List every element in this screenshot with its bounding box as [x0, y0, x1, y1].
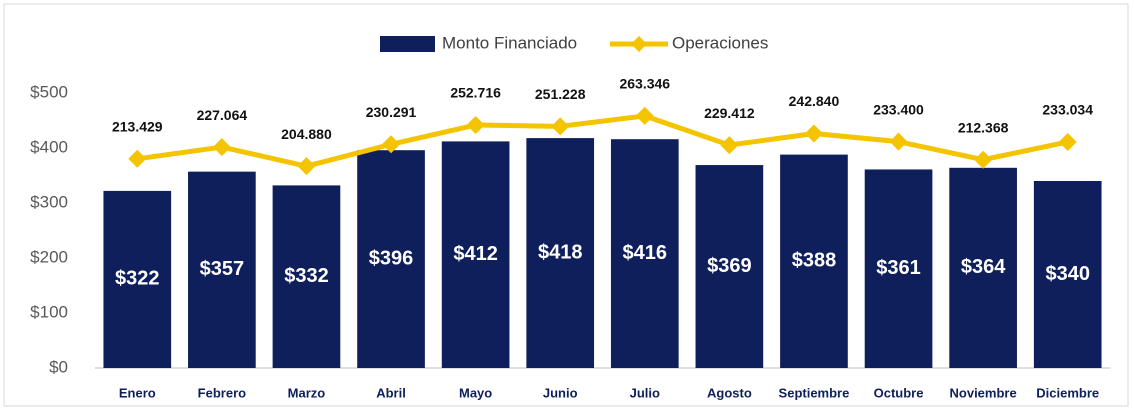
- legend-label: Operaciones: [672, 33, 768, 52]
- line-marker: [212, 138, 231, 157]
- x-tick-label: Octubre: [874, 385, 924, 400]
- y-tick-label: $100: [30, 302, 68, 321]
- bar-label: $412: [453, 243, 498, 265]
- bar-label: $364: [961, 256, 1006, 278]
- line-marker: [551, 117, 570, 136]
- bar-label: $361: [876, 257, 921, 279]
- y-tick-label: $200: [30, 247, 68, 266]
- x-tick-label: Enero: [119, 385, 156, 400]
- y-tick-label: $0: [49, 357, 68, 376]
- line-marker: [635, 106, 654, 125]
- x-tick-label: Julio: [630, 385, 660, 400]
- bar-label: $369: [707, 255, 752, 277]
- line-marker: [889, 132, 908, 151]
- legend-swatch-marker: [631, 36, 647, 52]
- line-label: 233.034: [1042, 102, 1093, 118]
- bar: [103, 190, 172, 368]
- bar-label: $340: [1045, 263, 1090, 285]
- line-label: 204.880: [281, 126, 332, 142]
- x-tick-label: Abril: [376, 385, 406, 400]
- line-marker: [974, 150, 993, 169]
- bar: [1033, 181, 1102, 368]
- bar: [695, 165, 764, 368]
- x-tick-label: Septiembre: [779, 385, 850, 400]
- line-marker: [466, 116, 485, 135]
- x-tick-label: Marzo: [288, 385, 326, 400]
- line-label: 230.291: [366, 104, 417, 120]
- bar: [188, 171, 256, 368]
- line-label: 233.400: [873, 101, 924, 117]
- bar: [780, 154, 848, 368]
- x-tick-label: Junio: [543, 385, 578, 400]
- line-marker: [804, 124, 823, 143]
- chart-frame: [3, 3, 1129, 407]
- bar: [441, 141, 510, 368]
- bar-label: $418: [538, 241, 583, 263]
- x-tick-label: Mayo: [459, 385, 492, 400]
- line-label: 213.429: [112, 119, 163, 135]
- line-label: 263.346: [619, 76, 670, 92]
- line-label: 252.716: [450, 85, 501, 101]
- y-tick-label: $400: [30, 137, 68, 156]
- bar-label: $357: [200, 258, 245, 280]
- bar: [949, 167, 1017, 368]
- line-label: 242.840: [789, 93, 840, 109]
- bar-label: $396: [369, 247, 414, 269]
- line-label: 229.412: [704, 105, 755, 121]
- bar: [864, 169, 933, 368]
- line: [136, 113, 1069, 169]
- line-marker: [382, 135, 401, 154]
- line-marker: [720, 136, 739, 155]
- bar: [526, 138, 595, 368]
- bar-label: $388: [792, 250, 837, 272]
- y-tick-label: $300: [30, 192, 68, 211]
- line-marker: [1058, 132, 1077, 151]
- line-label: 212.368: [958, 119, 1009, 135]
- bar-label: $416: [623, 242, 668, 264]
- line-marker: [128, 149, 147, 168]
- x-tick-label: Febrero: [198, 385, 246, 400]
- bar-label: $332: [284, 265, 329, 287]
- line-label: 251.228: [535, 86, 586, 102]
- legend-label: Monto Financiado: [442, 33, 577, 52]
- x-tick-label: Noviembre: [950, 385, 1017, 400]
- legend-swatch: [380, 36, 435, 52]
- y-tick-label: $500: [30, 82, 68, 101]
- bar: [610, 139, 679, 368]
- x-tick-label: Agosto: [707, 385, 752, 400]
- x-tick-label: Diciembre: [1036, 385, 1099, 400]
- bar: [357, 150, 425, 368]
- line-marker: [297, 157, 316, 176]
- bar-label: $322: [115, 268, 160, 290]
- line-label: 227.064: [197, 107, 248, 123]
- bar: [272, 185, 341, 368]
